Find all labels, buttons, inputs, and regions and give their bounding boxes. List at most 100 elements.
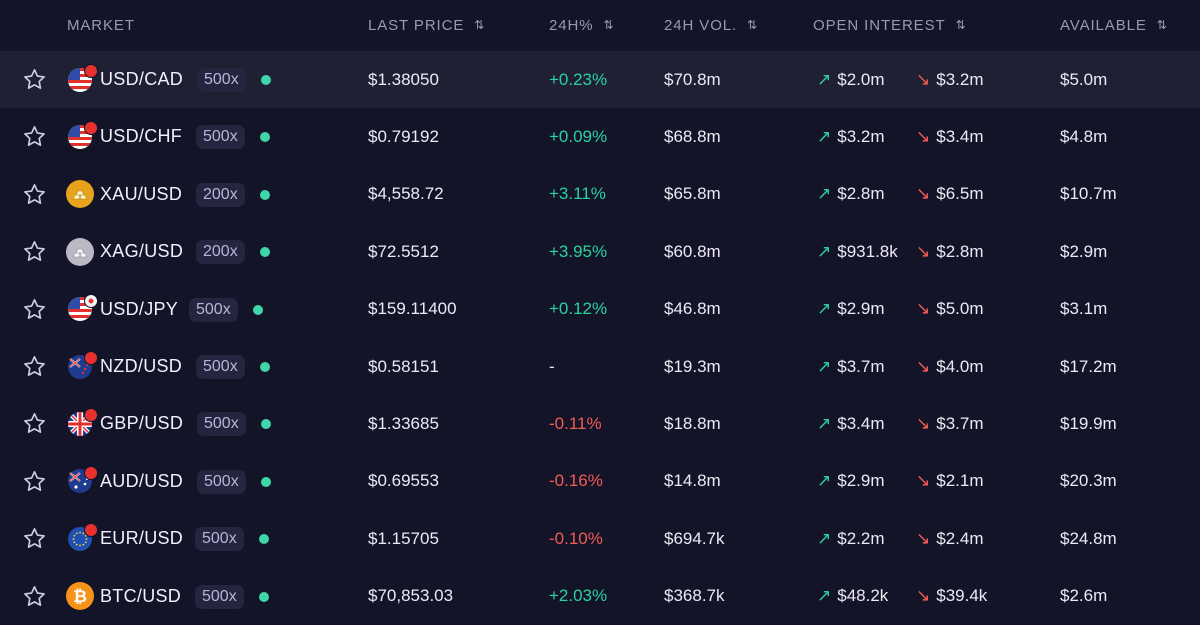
status-dot bbox=[259, 591, 269, 602]
favorite-star-icon[interactable] bbox=[20, 338, 48, 395]
market-badge-icon bbox=[84, 351, 98, 365]
status-dot bbox=[260, 247, 270, 258]
available-liquidity: $2.6m bbox=[1060, 586, 1108, 606]
favorite-star-icon[interactable] bbox=[20, 108, 48, 165]
favorite-star-icon[interactable] bbox=[20, 510, 48, 567]
open-interest-long: ↗ $2.0m bbox=[817, 51, 885, 108]
arrow-up-right-icon: ↗ bbox=[817, 356, 832, 376]
arrow-down-right-icon: ↘ bbox=[916, 299, 931, 319]
arrow-down-right-icon: ↘ bbox=[916, 413, 931, 433]
favorite-star-icon[interactable] bbox=[20, 281, 48, 338]
leverage-badge: 500x bbox=[196, 355, 245, 379]
favorite-star-icon[interactable] bbox=[20, 223, 48, 280]
open-interest-short-value: $2.4m bbox=[936, 528, 984, 548]
us-flag-icon bbox=[68, 281, 96, 338]
gold-icon bbox=[66, 166, 94, 223]
status-dot bbox=[260, 362, 270, 372]
volume-24h: $19.3m bbox=[664, 356, 721, 376]
arrow-down-right-icon: ↘ bbox=[916, 126, 931, 146]
last-price: $0.69553 bbox=[368, 471, 439, 491]
table-row[interactable]: GBP/USD 500x $1.33685 -0.11% $18.8m ↗ $3.4m ↘ $3… bbox=[0, 395, 1200, 452]
favorite-star-icon[interactable] bbox=[20, 395, 48, 452]
column-available[interactable]: AVAILABLE ⇅ bbox=[1060, 16, 1167, 34]
status-dot bbox=[259, 534, 269, 545]
leverage-badge: 500x bbox=[197, 412, 246, 437]
column-open-interest[interactable]: OPEN INTEREST ⇅ bbox=[813, 16, 966, 34]
open-interest-long-value: $931.8k bbox=[837, 241, 898, 261]
open-interest-long: ↗ $48.2k bbox=[817, 568, 888, 625]
sort-icon: ⇅ bbox=[747, 18, 758, 32]
favorite-star-icon[interactable] bbox=[20, 568, 48, 625]
bitcoin-icon: ₿ bbox=[66, 568, 94, 625]
arrow-up-right-icon: ↗ bbox=[817, 69, 832, 89]
open-interest-long-value: $2.9m bbox=[837, 299, 885, 319]
open-interest-long-value: $3.2m bbox=[837, 126, 885, 146]
leverage-badge: 500x bbox=[189, 297, 238, 322]
open-interest-short: ↘ $2.4m bbox=[916, 510, 984, 567]
table-row[interactable]: USD/CAD 500x $1.38050 +0.23% $70.8m ↗ $2.0m ↘ $3… bbox=[0, 51, 1200, 108]
open-interest-long-value: $2.2m bbox=[837, 528, 885, 548]
open-interest-long: ↗ $2.9m bbox=[817, 281, 885, 338]
open-interest-short: ↘ $5.0m bbox=[916, 281, 984, 338]
arrow-down-right-icon: ↘ bbox=[916, 184, 931, 204]
column-24h-volume[interactable]: 24H VOL. ⇅ bbox=[664, 16, 758, 34]
last-price: $159.11400 bbox=[368, 299, 457, 319]
arrow-up-right-icon: ↗ bbox=[817, 586, 832, 606]
market-symbol: NZD/USD bbox=[100, 356, 183, 376]
table-row[interactable]: ₿ BTC/USD 500x $70,853.03 +2.03% $368.7k ↗ $48.… bbox=[0, 568, 1200, 625]
table-row[interactable]: XAU/USD 200x $4,558.72 +3.11% $65.8m ↗ $2.8m ↘ $… bbox=[0, 166, 1200, 223]
sort-icon: ⇅ bbox=[474, 18, 485, 32]
arrow-up-right-icon: ↗ bbox=[817, 241, 832, 261]
column-24h-change[interactable]: 24H% ⇅ bbox=[549, 16, 614, 34]
available-liquidity: $10.7m bbox=[1060, 184, 1117, 204]
market-badge-icon bbox=[84, 465, 98, 480]
sort-icon: ⇅ bbox=[1156, 18, 1167, 32]
market-symbol: EUR/USD bbox=[100, 528, 184, 549]
favorite-star-icon[interactable] bbox=[20, 166, 48, 223]
last-price: $72.5512 bbox=[368, 241, 439, 261]
open-interest-short-value: $4.0m bbox=[936, 356, 984, 376]
svg-text:₿: ₿ bbox=[73, 587, 87, 607]
open-interest-long: ↗ $2.9m bbox=[817, 453, 885, 510]
open-interest-long: ↗ $931.8k bbox=[817, 223, 898, 280]
table-row[interactable]: USD/CHF 500x $0.79192 +0.09% $68.8m ↗ $3.2m ↘ $3… bbox=[0, 108, 1200, 165]
status-dot bbox=[261, 476, 271, 487]
us-flag-icon bbox=[68, 108, 96, 165]
arrow-up-right-icon: ↗ bbox=[817, 528, 832, 548]
column-last-price[interactable]: LAST PRICE ⇅ bbox=[368, 16, 485, 34]
arrow-up-right-icon: ↗ bbox=[817, 299, 832, 319]
arrow-up-right-icon: ↗ bbox=[817, 413, 832, 433]
available-liquidity: $2.9m bbox=[1060, 241, 1108, 261]
table-row[interactable]: USD/JPY 500x $159.11400 +0.12% $46.8m ↗ $2.9m ↘… bbox=[0, 281, 1200, 338]
market-symbol: USD/CAD bbox=[100, 69, 184, 89]
market-badge-icon bbox=[84, 64, 98, 78]
sort-icon: ⇅ bbox=[955, 18, 966, 32]
available-liquidity: $5.0m bbox=[1060, 69, 1108, 89]
favorite-star-icon[interactable] bbox=[20, 51, 48, 108]
status-dot bbox=[261, 75, 271, 85]
open-interest-long-value: $2.8m bbox=[837, 184, 885, 204]
available-liquidity: $17.2m bbox=[1060, 356, 1117, 376]
table-row[interactable]: XAG/USD 200x $72.5512 +3.95% $60.8m ↗ $931.8k ↘… bbox=[0, 223, 1200, 280]
volume-24h: $70.8m bbox=[664, 69, 721, 89]
change-24h: +2.03% bbox=[549, 586, 608, 606]
status-dot bbox=[261, 419, 271, 430]
table-row[interactable]: AUD/USD 500x $0.69553 -0.16% $14.8m ↗ $2.9m ↘ $2… bbox=[0, 453, 1200, 510]
open-interest-long-value: $3.7m bbox=[837, 356, 885, 376]
arrow-down-right-icon: ↘ bbox=[916, 356, 931, 376]
available-liquidity: $24.8m bbox=[1060, 528, 1117, 548]
arrow-up-right-icon: ↗ bbox=[817, 184, 832, 204]
change-24h: - bbox=[549, 356, 555, 376]
available-liquidity: $19.9m bbox=[1060, 413, 1117, 433]
open-interest-short-value: $2.1m bbox=[936, 471, 984, 491]
volume-24h: $46.8m bbox=[664, 299, 721, 319]
arrow-down-right-icon: ↘ bbox=[916, 471, 931, 491]
table-row[interactable]: EUR/USD 500x $1.15705 -0.10% $694.7k ↗ $2.2m ↘ $… bbox=[0, 510, 1200, 567]
open-interest-short-value: $2.8m bbox=[936, 241, 984, 261]
market-symbol: XAU/USD bbox=[100, 183, 183, 204]
table-row[interactable]: NZD/USD 500x $0.58151 - $19.3m ↗ $3.7m ↘ $4.0m $1… bbox=[0, 338, 1200, 395]
column-market[interactable]: MARKET bbox=[67, 16, 135, 34]
favorite-star-icon[interactable] bbox=[20, 453, 48, 510]
leverage-badge: 500x bbox=[196, 125, 245, 150]
status-dot bbox=[253, 304, 263, 315]
